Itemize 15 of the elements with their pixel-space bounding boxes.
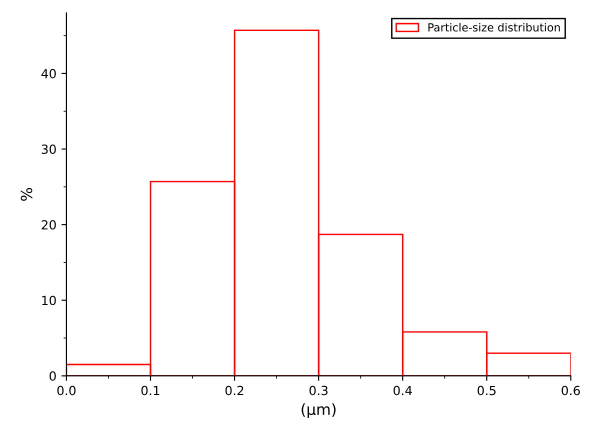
y-tick-label: 10	[42, 296, 56, 306]
x-tick-label: 0.5	[478, 386, 496, 396]
y-axis-title: %	[20, 188, 32, 201]
x-tick-label: 0.2	[225, 386, 244, 396]
x-tick-label: 0.1	[141, 386, 160, 396]
y-tick-label: 40	[41, 68, 56, 78]
x-axis-title: (µm)	[302, 403, 336, 418]
y-tick-label: 0	[50, 371, 56, 381]
x-tick-label: 0.0	[57, 386, 76, 396]
x-tick-label: 0.4	[394, 386, 412, 396]
x-tick-label: 0.3	[309, 386, 328, 396]
legend-label: Particle-size distribution	[428, 22, 560, 32]
x-tick-label: 0.6	[562, 386, 580, 396]
y-tick-label: 20	[42, 220, 56, 230]
y-tick-label: 30	[42, 144, 56, 154]
